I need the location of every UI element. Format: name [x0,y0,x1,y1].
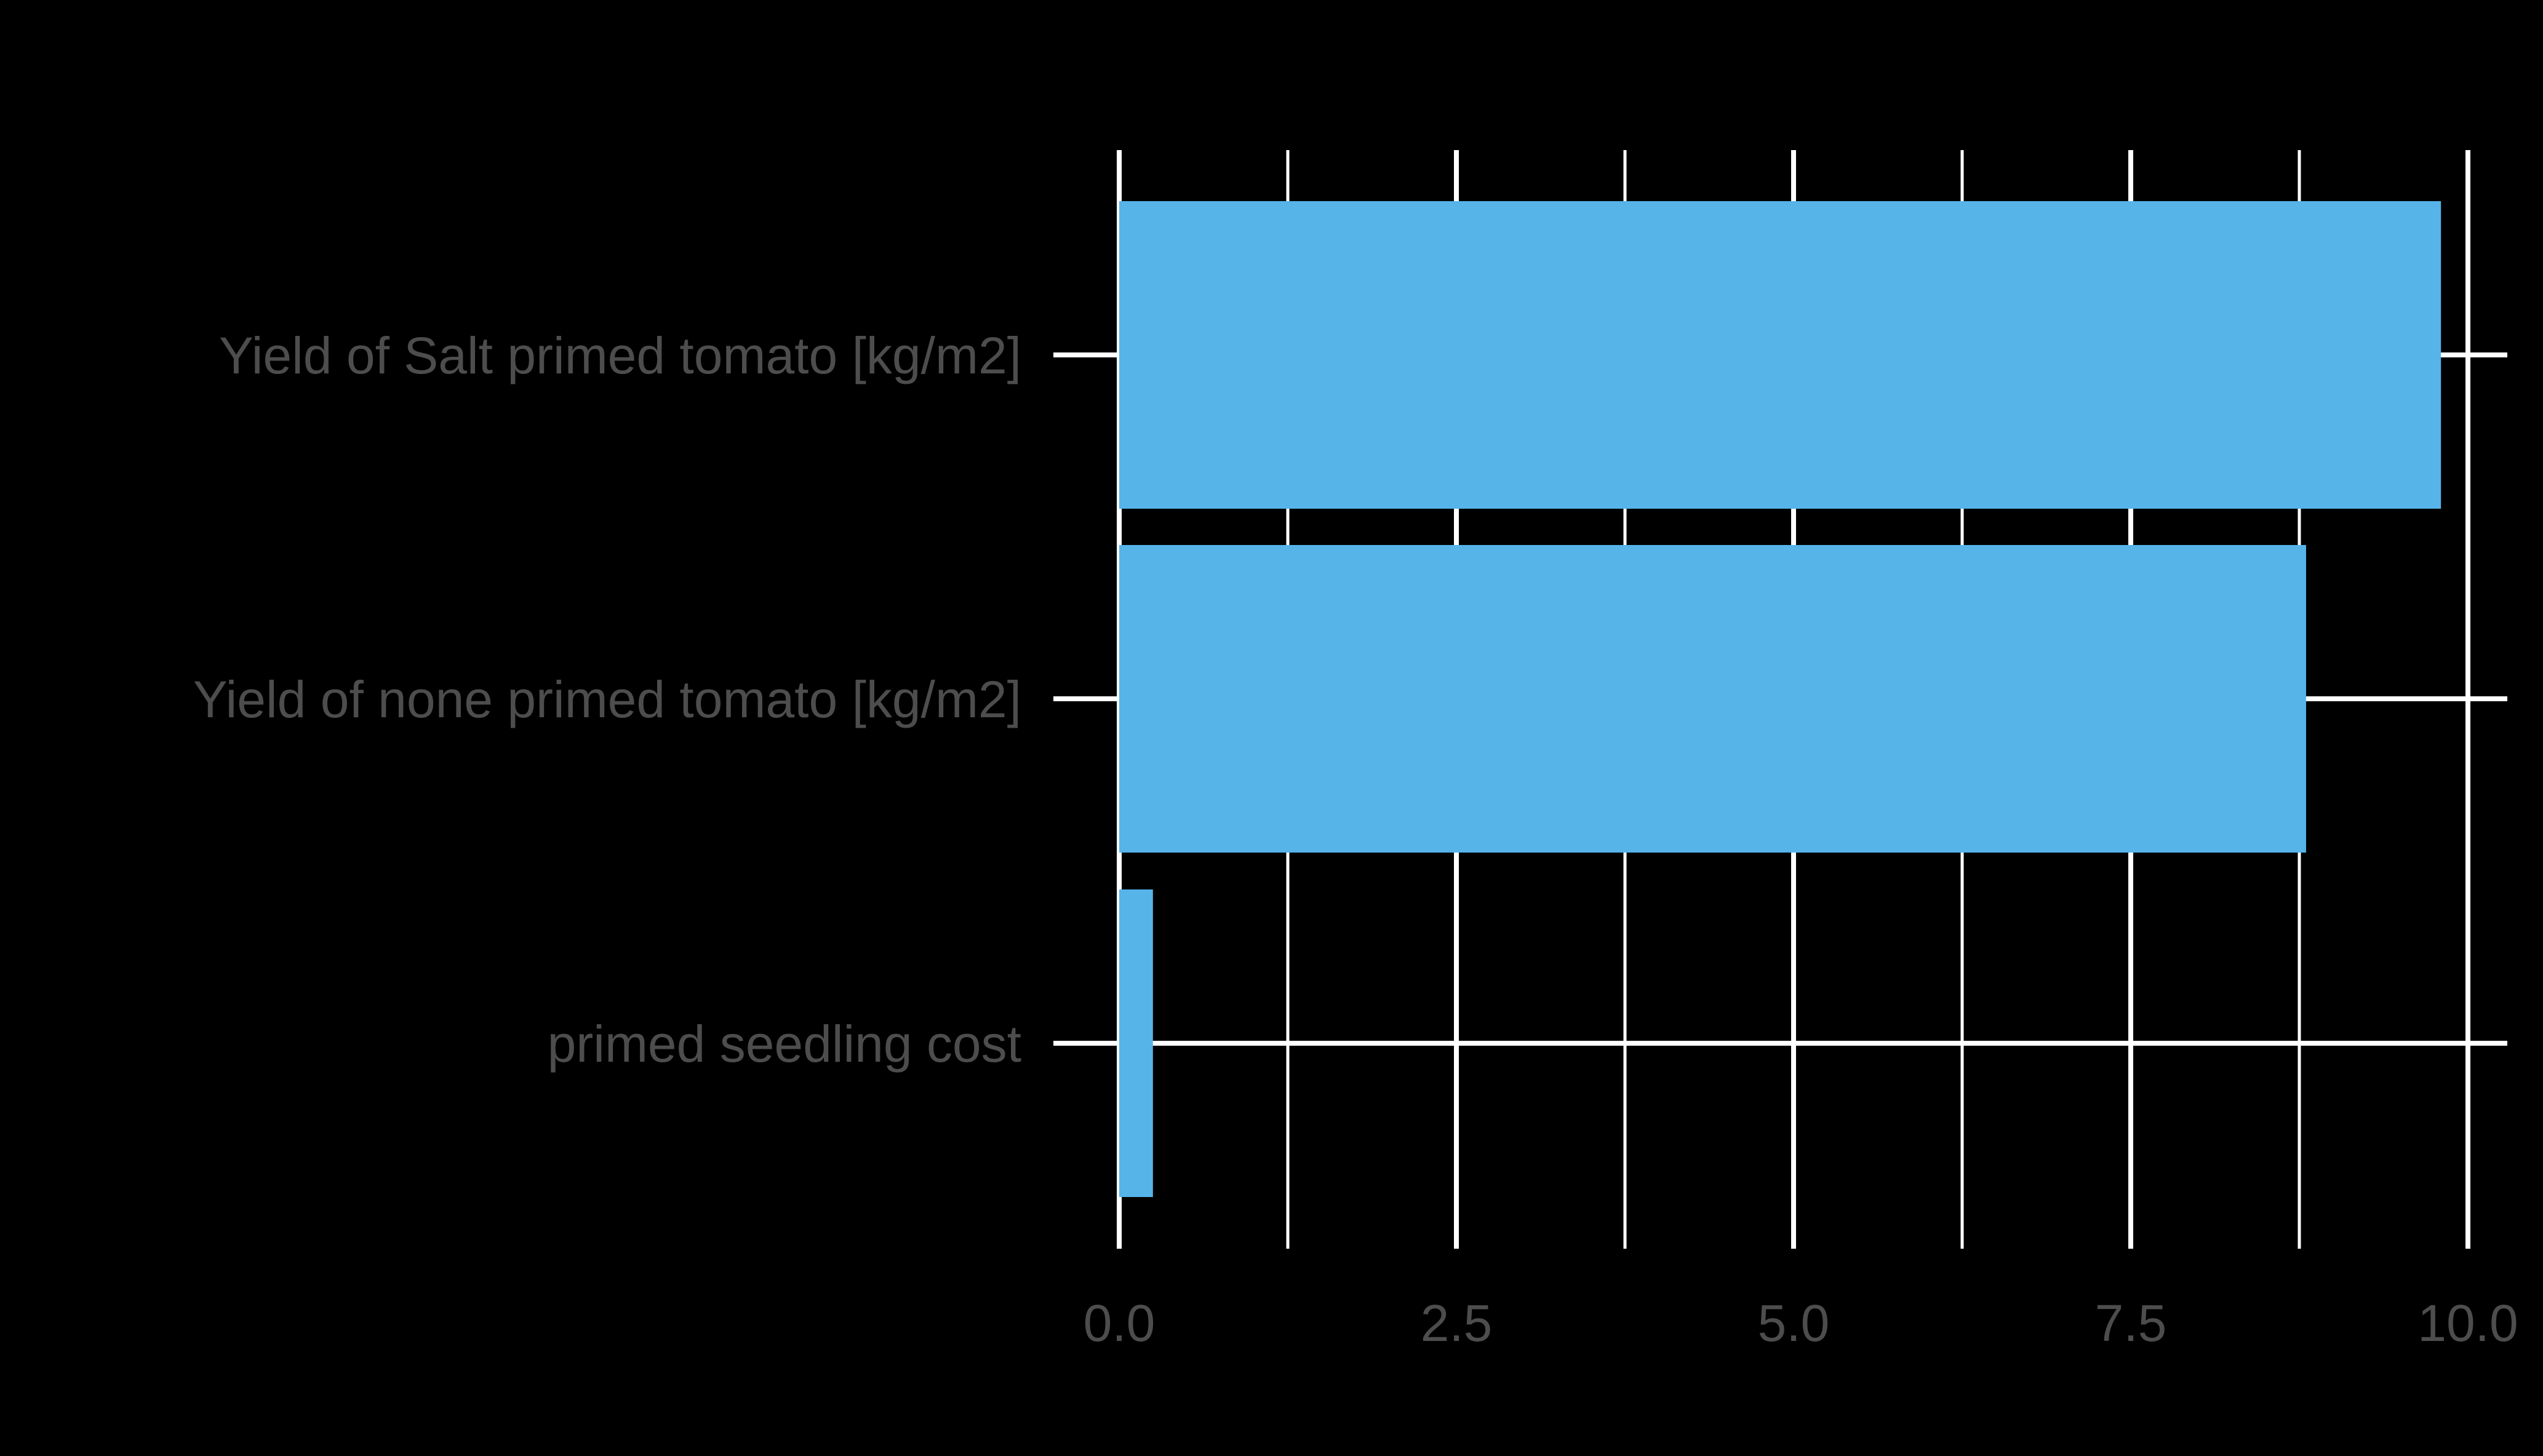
bars [1119,201,2441,1197]
x-tick-label: 7.5 [2095,1294,2167,1352]
x-tick-label: 10.0 [2417,1294,2518,1352]
category-label: Yield of none primed tomato [kg/m2] [193,670,1021,728]
bar [1119,545,2306,853]
category-label: primed seedling cost [548,1015,1021,1073]
x-tick-label: 0.0 [1084,1294,1156,1352]
y-axis-labels: Yield of Salt primed tomato [kg/m2] Yield… [193,327,1021,1073]
bar [1119,889,1153,1197]
x-tick-label: 5.0 [1758,1294,1830,1352]
category-label: Yield of Salt primed tomato [kg/m2] [219,327,1021,384]
x-tick-label: 2.5 [1421,1294,1493,1352]
x-axis-labels: 0.0 2.5 5.0 7.5 10.0 [1084,1294,2518,1352]
bar [1119,201,2441,509]
